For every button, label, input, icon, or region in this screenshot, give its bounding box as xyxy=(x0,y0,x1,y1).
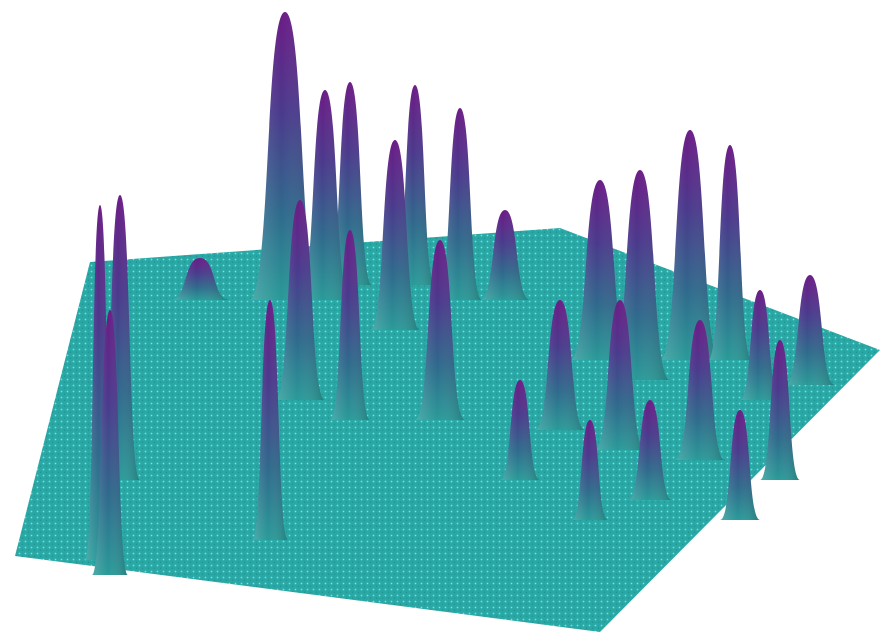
peak-shade xyxy=(275,200,325,400)
peak-shade xyxy=(500,380,540,480)
peak-shade xyxy=(760,340,800,480)
peak-shade xyxy=(370,140,420,330)
peak-shade xyxy=(660,130,720,360)
peak-shade xyxy=(300,90,350,300)
peak-shade xyxy=(720,410,760,520)
peak-shade xyxy=(740,290,780,400)
peak-shade xyxy=(535,300,585,430)
peak-shade xyxy=(708,145,752,360)
peak-shade xyxy=(572,420,608,520)
peak-shade xyxy=(330,230,370,420)
peak-shade xyxy=(785,275,835,385)
surface-base xyxy=(15,228,880,632)
peaks xyxy=(85,12,835,575)
peak-shade xyxy=(595,300,645,450)
peak-shade xyxy=(252,300,288,540)
peak-shade xyxy=(415,240,465,420)
peak-shade xyxy=(92,310,128,575)
peak-shade xyxy=(170,258,230,300)
peak-shade xyxy=(438,108,482,300)
peak-shade xyxy=(628,400,672,500)
peak-shade xyxy=(480,210,530,300)
peak-shade xyxy=(675,320,725,460)
